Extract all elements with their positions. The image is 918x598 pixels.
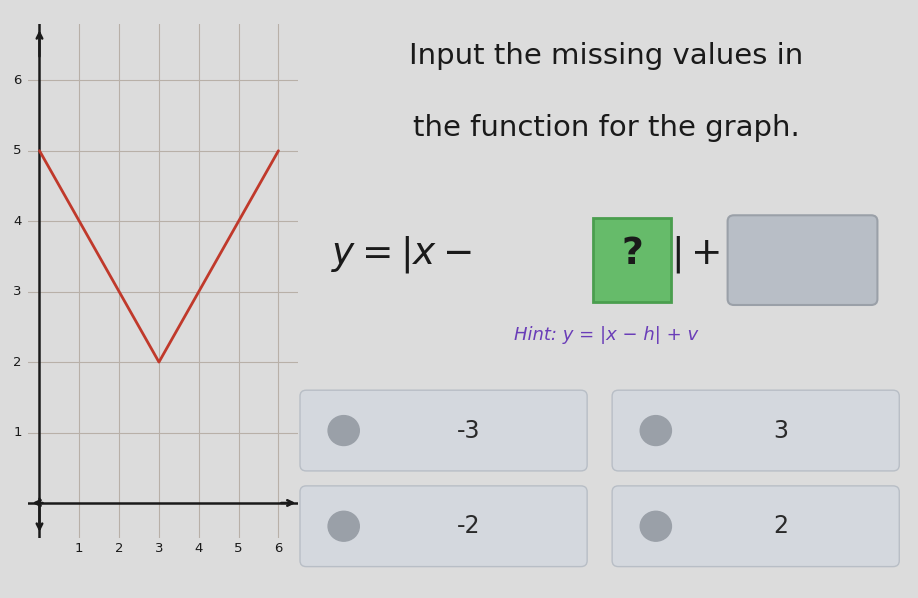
Text: 6: 6 [274,542,283,555]
Circle shape [640,416,671,446]
Text: 2: 2 [773,514,789,538]
Text: 4: 4 [13,215,21,228]
Text: 2: 2 [13,356,21,368]
Text: 3: 3 [155,542,163,555]
Text: the function for the graph.: the function for the graph. [412,114,800,142]
Circle shape [640,511,671,541]
FancyBboxPatch shape [728,215,878,305]
Text: Hint: y = |x − h| + v: Hint: y = |x − h| + v [514,326,698,344]
Text: 4: 4 [195,542,203,555]
Text: Input the missing values in: Input the missing values in [409,42,803,70]
Circle shape [328,511,359,541]
FancyBboxPatch shape [593,218,671,302]
Text: 3: 3 [13,285,21,298]
FancyBboxPatch shape [300,390,588,471]
Text: 6: 6 [13,74,21,87]
Text: ?: ? [621,236,644,272]
Text: -2: -2 [457,514,480,538]
Text: 2: 2 [115,542,123,555]
FancyBboxPatch shape [300,486,588,567]
Text: 1: 1 [75,542,84,555]
Text: 5: 5 [234,542,243,555]
Circle shape [328,416,359,446]
Text: 5: 5 [13,144,21,157]
Text: 3: 3 [773,419,789,443]
Text: -3: -3 [457,419,480,443]
FancyBboxPatch shape [612,486,900,567]
Text: $|+$: $|+$ [671,234,721,274]
Text: 1: 1 [13,426,21,439]
FancyBboxPatch shape [612,390,900,471]
Text: $y = |x-$: $y = |x-$ [331,234,472,274]
